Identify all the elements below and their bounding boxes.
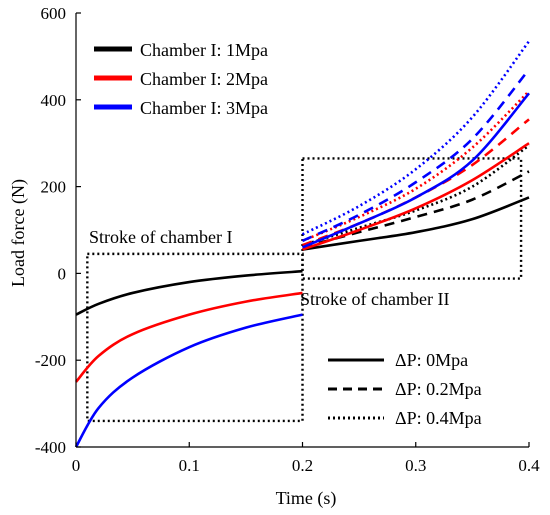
x-tick-label: 0.1 <box>179 456 200 475</box>
series-line <box>301 40 531 236</box>
x-axis-title: Time (s) <box>276 488 337 509</box>
x-tick-label: 0 <box>72 456 81 475</box>
y-tick-label: 400 <box>41 91 67 110</box>
series-line <box>302 142 530 251</box>
legend-color-label: Chamber I: 1Mpa <box>140 40 268 60</box>
series-line <box>75 291 303 383</box>
stroke-region-box <box>86 252 304 423</box>
series-line <box>302 196 530 251</box>
plot-area <box>74 40 531 448</box>
legend-style-label: ΔP: 0.2Mpa <box>395 379 482 399</box>
y-tick-label: 0 <box>58 264 67 283</box>
y-tick-label: -200 <box>35 351 66 370</box>
series-line <box>302 144 530 247</box>
legend-style-label: ΔP: 0.4Mpa <box>395 408 482 428</box>
y-tick-label: -400 <box>35 438 66 457</box>
annotation-stroke-chamber-1: Stroke of chamber I <box>89 227 232 247</box>
y-tick-label: 600 <box>41 4 67 23</box>
axes: 0 0.1 0.2 0.3 0.4 600 400 200 0 -200 -400 <box>35 4 540 475</box>
series-line <box>74 313 303 448</box>
x-tick-label: 0.3 <box>405 456 426 475</box>
series-line <box>75 269 303 316</box>
x-tick-label: 0.4 <box>518 456 540 475</box>
legend-style: ΔP: 0Mpa ΔP: 0.2Mpa ΔP: 0.4Mpa <box>328 350 482 428</box>
series-line <box>301 92 530 249</box>
annotation-stroke-chamber-2: Stroke of chamber II <box>300 289 449 309</box>
legend-color: Chamber I: 1Mpa Chamber I: 2Mpa Chamber … <box>94 40 268 118</box>
y-axis-title: Load force (N) <box>8 179 29 287</box>
series-line <box>301 68 531 243</box>
y-tick-label: 200 <box>41 178 67 197</box>
legend-color-label: Chamber I: 3Mpa <box>140 98 268 118</box>
legend-color-label: Chamber I: 2Mpa <box>140 69 268 89</box>
x-tick-label: 0.2 <box>292 456 313 475</box>
legend-style-label: ΔP: 0Mpa <box>395 350 468 370</box>
